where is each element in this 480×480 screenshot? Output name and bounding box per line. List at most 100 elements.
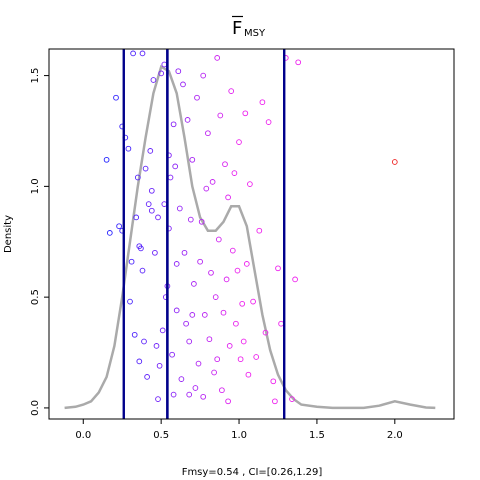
chart-title-subscript: MSY (244, 28, 266, 39)
data-point-13 (134, 174, 141, 181)
data-point-111 (173, 261, 180, 267)
data-point-99 (292, 276, 298, 283)
data-point-8 (127, 298, 133, 305)
data-point-90 (256, 227, 263, 234)
data-point-27 (155, 214, 161, 221)
data-point-100 (295, 59, 302, 66)
data-point-109 (148, 187, 155, 194)
data-point-23 (148, 207, 155, 214)
data-point-67 (215, 236, 222, 243)
data-point-47 (184, 117, 191, 123)
data-point-55 (197, 258, 203, 265)
data-point-48 (186, 338, 193, 345)
data-point-7 (125, 145, 132, 152)
data-point-94 (270, 378, 277, 385)
data-point-73 (225, 194, 231, 201)
x-tick-label-3: 1.5 (309, 430, 325, 441)
data-point-70 (220, 309, 227, 316)
x-axis: 0.0 0.5 1.0 1.5 2.0 (75, 419, 403, 441)
data-point-26 (153, 343, 160, 349)
data-point-65 (212, 294, 219, 300)
data-point-29 (158, 70, 165, 77)
data-point-96 (278, 320, 284, 327)
data-point-83 (240, 338, 247, 345)
data-point-110 (136, 358, 143, 365)
data-point-44 (180, 81, 186, 88)
data-point-106 (225, 398, 231, 405)
data-point-80 (236, 139, 242, 145)
data-point-43 (178, 376, 185, 382)
x-axis-caption: Fmsy=0.54 , CI=[0.26,1.29] (182, 467, 323, 478)
data-point-79 (234, 267, 241, 274)
data-point-20 (144, 374, 150, 380)
data-point-76 (229, 247, 236, 254)
data-point-88 (250, 298, 256, 305)
x-tick-label-4: 2.0 (387, 430, 403, 441)
data-point-49 (187, 216, 194, 223)
data-point-108 (161, 61, 168, 68)
x-tick-label-2: 1.0 (231, 430, 247, 441)
data-point-113 (214, 356, 221, 363)
data-point-71 (222, 161, 228, 168)
data-point-3 (116, 223, 122, 230)
data-point-11 (131, 331, 138, 338)
data-point-87 (247, 181, 253, 187)
data-point-81 (237, 356, 244, 363)
data-point-102 (155, 396, 161, 402)
y-tick-label-3: 1.5 (30, 68, 41, 84)
y-tick-label-1: 0.5 (30, 289, 41, 305)
data-point-91 (259, 99, 266, 106)
data-point-53 (194, 94, 200, 101)
data-point-45 (181, 249, 188, 256)
data-point-22 (147, 148, 154, 154)
data-point-93 (265, 119, 272, 125)
data-point-52 (192, 385, 199, 391)
data-point-54 (195, 360, 202, 367)
data-point-78 (233, 320, 239, 327)
plot-area (64, 49, 436, 419)
data-point-63 (209, 179, 216, 185)
data-point-101 (391, 159, 398, 165)
y-tick-label-2: 1.0 (30, 178, 41, 194)
data-point-61 (206, 336, 213, 343)
data-point-30 (159, 327, 166, 334)
data-point-15 (138, 245, 144, 252)
data-point-10 (130, 50, 136, 57)
data-point-112 (189, 312, 196, 318)
data-point-0 (103, 156, 110, 163)
data-point-95 (275, 265, 281, 272)
data-point-16 (139, 267, 146, 274)
data-point-104 (186, 391, 193, 398)
data-point-82 (239, 300, 246, 307)
data-point-21 (145, 201, 152, 207)
y-axis: 0.0 0.5 1.0 1.5 (30, 68, 49, 416)
data-point-1 (106, 230, 113, 236)
data-point-59 (203, 185, 210, 192)
data-point-40 (173, 307, 180, 314)
data-point-12 (133, 214, 140, 221)
density-curve (64, 64, 436, 410)
data-point-77 (231, 170, 238, 176)
data-point-39 (172, 163, 179, 170)
data-point-51 (191, 281, 197, 287)
data-point-68 (217, 112, 224, 119)
data-point-58 (201, 312, 208, 318)
data-point-84 (242, 110, 249, 117)
data-point-62 (208, 269, 214, 276)
y-axis-title: Density (3, 215, 14, 253)
data-point-18 (141, 338, 147, 345)
data-point-86 (245, 371, 252, 378)
data-point-9 (128, 258, 135, 265)
data-point-74 (226, 343, 233, 349)
data-point-56 (198, 218, 205, 225)
chart-title: F (232, 18, 242, 39)
data-point-57 (200, 72, 207, 79)
data-point-64 (211, 369, 217, 376)
data-point-2 (113, 94, 119, 101)
data-point-60 (205, 130, 211, 137)
data-point-28 (156, 362, 163, 369)
data-point-105 (200, 393, 207, 400)
data-point-42 (176, 205, 183, 212)
data-point-69 (219, 387, 225, 394)
